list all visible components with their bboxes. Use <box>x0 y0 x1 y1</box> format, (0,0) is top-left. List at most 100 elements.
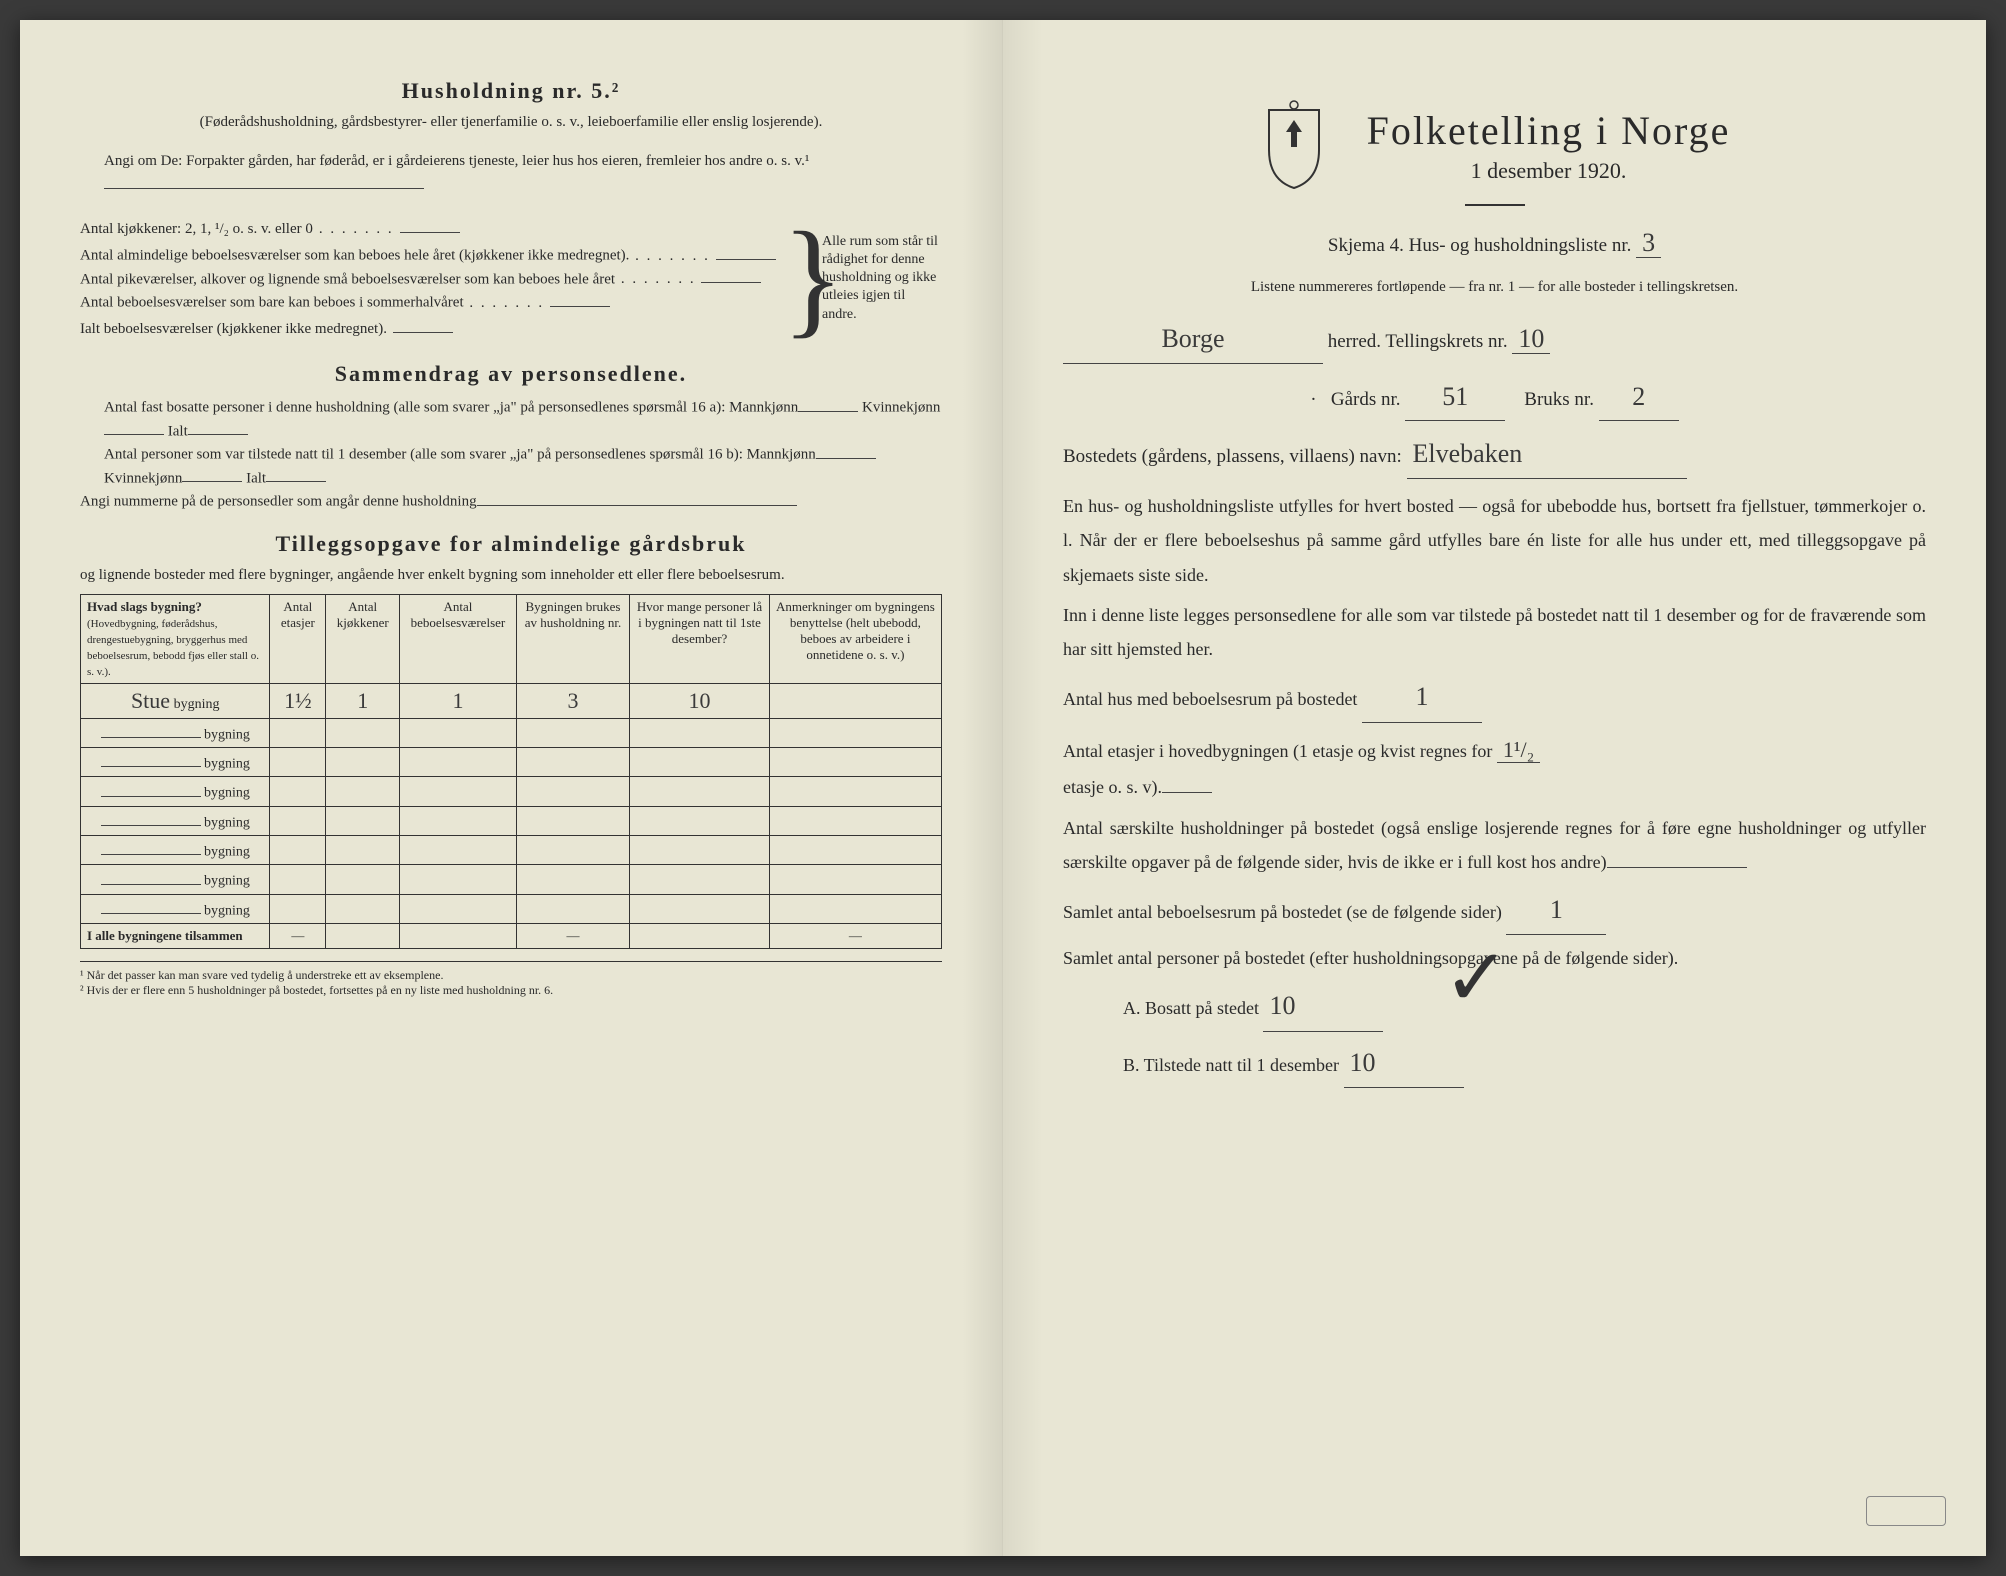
census-document: Husholdning nr. 5.² (Føderådshusholdning… <box>20 20 1986 1556</box>
cell: 1 <box>400 683 517 718</box>
rooms-section: Antal kjøkkener: 2, 1, ¹/₂ o. s. v. elle… <box>80 214 942 344</box>
main-title: Folketelling i Norge <box>1367 107 1731 154</box>
table-row: bygning <box>81 865 942 894</box>
ialt-lbl: Ialt <box>168 423 188 439</box>
q1: Antal hus med beboelsesrum på bostedet 1 <box>1063 672 1926 722</box>
household5-subtitle: (Føderådshusholdning, gårdsbestyrer- ell… <box>80 112 942 133</box>
th-remarks: Anmerkninger om bygningens benyttelse (h… <box>769 594 941 683</box>
tillegg-title: Tilleggsopgave for almindelige gårdsbruk <box>80 531 942 557</box>
building-table: Hvad slags bygning?(Hovedbygning, føderå… <box>80 594 942 950</box>
herred-label: herred. Tellingskrets nr. <box>1328 331 1508 352</box>
blank <box>1162 774 1212 794</box>
row-lbl: bygning <box>204 874 250 889</box>
summary-b: Antal personer som var tilstede natt til… <box>104 442 942 489</box>
household5-instruction: Angi om De: Forpakter gården, har føderå… <box>104 151 942 196</box>
household5-title: Husholdning nr. 5.² <box>80 78 942 104</box>
q4-text: Samlet antal beboelsesrum på bostedet (s… <box>1063 902 1502 922</box>
blank-line <box>104 172 424 189</box>
th-kitchens: Antal kjøkkener <box>326 594 400 683</box>
table-row: bygning <box>81 894 942 923</box>
para2: Inn i denne liste legges personsedlene f… <box>1063 598 1926 666</box>
table-row: bygning <box>81 777 942 806</box>
qB-val: 10 <box>1344 1038 1464 1088</box>
footnotes: ¹ Når det passer kan man svare ved tydel… <box>80 961 942 998</box>
dash: — <box>769 924 941 949</box>
listene-note: Listene nummereres fortløpende — fra nr.… <box>1063 277 1926 298</box>
sum-a-text: Antal fast bosatte personer i denne hush… <box>104 400 798 416</box>
rooms-b: Antal pikeværelser, alkover og lignende … <box>80 271 615 287</box>
summary-title: Sammendrag av personsedlene. <box>80 361 942 387</box>
skjema-label: Skjema 4. Hus- og husholdningsliste nr. <box>1328 235 1631 256</box>
rooms-a: Antal almindelige beboelsesværelser som … <box>80 248 629 264</box>
qA-val: 10 <box>1263 981 1383 1031</box>
blank <box>188 419 248 436</box>
subtitle: 1 desember 1920. <box>1367 158 1731 184</box>
row1-handw: Stue <box>131 688 170 713</box>
q2a: Antal etasjer i hovedbygningen (1 etasje… <box>1063 741 1492 761</box>
dash: — <box>270 924 326 949</box>
qA: A. Bosatt på stedet 10 <box>1123 981 1926 1031</box>
row-lbl: bygning <box>204 786 250 801</box>
h5-para-text: Angi om De: Forpakter gården, har føderå… <box>104 153 809 169</box>
kvinne-lbl: Kvinnekjønn <box>862 400 940 416</box>
cell: 10 <box>630 683 770 718</box>
q2-val: 1¹/₂ <box>1497 737 1540 763</box>
table-row: Stue bygning 1½ 1 1 3 10 <box>81 683 942 718</box>
th-persons: Hvor mange personer lå i bygningen natt … <box>630 594 770 683</box>
footnote-2: ² Hvis der er flere enn 5 husholdninger … <box>80 983 942 998</box>
kitchens-label: Antal kjøkkener: 2, 1, ¹/₂ o. s. v. elle… <box>80 219 313 240</box>
rooms-total: Ialt beboelsesværelser (kjøkkener ikke m… <box>80 319 387 340</box>
th-type: Hvad slags bygning?(Hovedbygning, føderå… <box>81 594 270 683</box>
sum-b-text: Antal personer som var tilstede natt til… <box>104 447 816 463</box>
dots <box>615 271 701 287</box>
q2: Antal etasjer i hovedbygningen (1 etasje… <box>1063 729 1926 805</box>
right-page: Folketelling i Norge 1 desember 1920. Sk… <box>1003 20 1986 1556</box>
row-lbl: bygning <box>174 697 220 712</box>
summary-c: Angi nummerne på de personsedler som ang… <box>80 489 942 513</box>
table-row: bygning <box>81 806 942 835</box>
q4-val: 1 <box>1506 885 1606 935</box>
blank <box>182 466 242 483</box>
dots <box>319 219 394 240</box>
cell: 1 <box>326 683 400 718</box>
table-row: bygning <box>81 718 942 747</box>
skjema-line: Skjema 4. Hus- og husholdningsliste nr. … <box>1063 220 1926 267</box>
blank <box>266 466 326 483</box>
kvinne-lbl2: Kvinnekjønn <box>104 470 182 486</box>
left-page: Husholdning nr. 5.² (Føderådshusholdning… <box>20 20 1003 1556</box>
q2b: etasje o. s. v). <box>1063 777 1162 797</box>
q1-text: Antal hus med beboelsesrum på bostedet <box>1063 689 1357 709</box>
row1-name: Stue bygning <box>81 683 270 718</box>
brace-note: Alle rum som står til rådighet for denne… <box>822 214 942 344</box>
total-label: I alle bygningene tilsammen <box>81 924 270 949</box>
q4: Samlet antal beboelsesrum på bostedet (s… <box>1063 885 1926 935</box>
dots <box>464 295 550 311</box>
dots <box>629 248 715 264</box>
table-row: bygning <box>81 747 942 776</box>
q1-val: 1 <box>1362 672 1482 722</box>
blank <box>550 290 610 307</box>
para1: En hus- og husholdningsliste utfylles fo… <box>1063 489 1926 592</box>
summary-a: Antal fast bosatte personer i denne hush… <box>104 395 942 442</box>
blank <box>400 217 460 234</box>
row-lbl: bygning <box>204 815 250 830</box>
blank <box>816 442 876 459</box>
th-rooms: Antal beboelsesværelser <box>400 594 517 683</box>
skjema-nr: 3 <box>1636 228 1661 258</box>
blank <box>1607 848 1747 868</box>
printer-stamp <box>1866 1496 1946 1526</box>
bosted-value: Elvebaken <box>1407 431 1687 479</box>
checkmark-icon: ✓ <box>1443 931 1510 1025</box>
header: Folketelling i Norge 1 desember 1920. Sk… <box>1063 100 1926 298</box>
row-lbl: bygning <box>204 727 250 742</box>
curly-brace: } <box>804 214 822 344</box>
coat-of-arms-icon <box>1259 100 1329 190</box>
blank <box>393 317 453 334</box>
rooms-c: Antal beboelsesværelser som bare kan beb… <box>80 295 464 311</box>
herred-value: Borge <box>1063 316 1323 364</box>
blank <box>104 419 164 436</box>
bosted-label: Bostedets (gårdens, plassens, villaens) … <box>1063 446 1402 467</box>
qB-text: B. Tilstede natt til 1 desember <box>1123 1055 1339 1075</box>
blank <box>798 395 858 412</box>
bruks-label: Bruks nr. <box>1524 389 1594 410</box>
